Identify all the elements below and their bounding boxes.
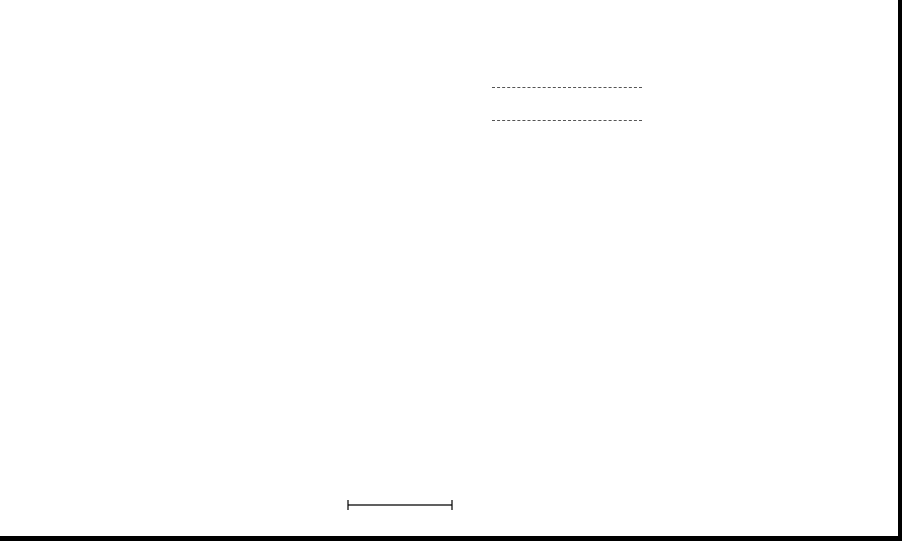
time-scalebar: [347, 500, 453, 510]
iso-glyph-icon: [558, 146, 574, 162]
clvd-glyph-icon: [558, 184, 574, 200]
map-panel: [652, 214, 902, 521]
plane1-row: [492, 88, 642, 103]
nodal-plane-table: [492, 72, 642, 121]
misfit-chart-panel: [636, 56, 902, 219]
plane2-row: [492, 103, 642, 118]
dc-glyph-icon: [558, 165, 574, 181]
clvd-item: [558, 184, 644, 200]
focal-mechanism-beachball-icon: [496, 152, 550, 206]
misfit-legend: [460, 509, 465, 520]
mw-row: [492, 49, 644, 69]
table-header-row: [492, 72, 642, 88]
location-row: [492, 21, 644, 32]
misfit-reduction-chart: [636, 56, 902, 214]
decomposition-legend: [558, 146, 644, 203]
best-fit-solution-panel: [492, 16, 644, 216]
taiwan-map: [652, 214, 902, 516]
depth-row: [492, 35, 644, 46]
dc-item: [558, 165, 644, 181]
iso-item: [558, 146, 644, 162]
